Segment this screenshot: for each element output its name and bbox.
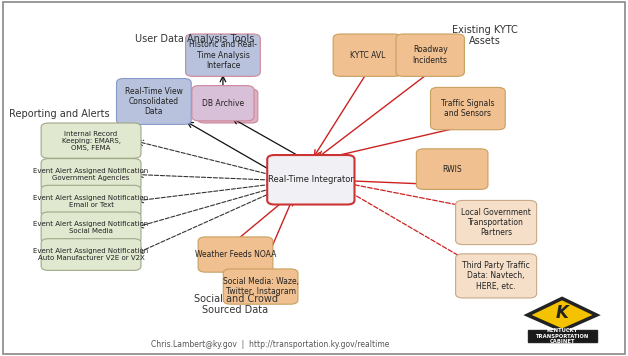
Text: KENTUCKY
TRANSPORTATION
CABINET: KENTUCKY TRANSPORTATION CABINET — [536, 328, 588, 344]
Text: Third Party Traffic
Data: Navtech,
HERE, etc.: Third Party Traffic Data: Navtech, HERE,… — [462, 261, 530, 291]
Text: Reporting and Alerts: Reporting and Alerts — [9, 109, 110, 119]
Text: Event Alert Assigned Notification
Auto Manufacturer V2E or V2X: Event Alert Assigned Notification Auto M… — [33, 248, 149, 261]
Text: Internal Record
Keeping: EMARS,
OMS, FEMA: Internal Record Keeping: EMARS, OMS, FEM… — [62, 131, 121, 151]
Text: Chris.Lambert@ky.gov  |  http://transportation.ky.gov/realtime: Chris.Lambert@ky.gov | http://transporta… — [151, 340, 389, 349]
Polygon shape — [528, 330, 597, 342]
Text: K: K — [556, 304, 568, 321]
Text: Roadway
Incidents: Roadway Incidents — [413, 46, 448, 65]
FancyBboxPatch shape — [224, 269, 298, 304]
FancyBboxPatch shape — [41, 123, 141, 158]
FancyBboxPatch shape — [431, 88, 505, 130]
Text: User Data Analysis Tools: User Data Analysis Tools — [135, 34, 254, 44]
FancyBboxPatch shape — [198, 237, 273, 272]
FancyBboxPatch shape — [268, 155, 355, 204]
Text: Event Alert Assigned Notification
Government Agencies: Event Alert Assigned Notification Govern… — [33, 168, 149, 181]
FancyBboxPatch shape — [186, 34, 260, 77]
Text: Event Alert Assigned Notification
Email or Text: Event Alert Assigned Notification Email … — [33, 195, 149, 208]
Text: Local Government
Transportation
Partners: Local Government Transportation Partners — [461, 208, 531, 237]
Text: Traffic Signals
and Sensors: Traffic Signals and Sensors — [441, 99, 495, 118]
Text: Social and Crowd
Sourced Data: Social and Crowd Sourced Data — [193, 294, 278, 315]
Text: Real-Time View
Consolidated
Data: Real-Time View Consolidated Data — [125, 87, 183, 116]
FancyBboxPatch shape — [456, 254, 536, 298]
Text: DB Archive: DB Archive — [202, 99, 244, 108]
FancyBboxPatch shape — [198, 89, 257, 123]
Text: KYTC AVL: KYTC AVL — [350, 51, 385, 60]
FancyBboxPatch shape — [41, 185, 141, 217]
FancyBboxPatch shape — [41, 212, 141, 244]
FancyBboxPatch shape — [456, 200, 536, 245]
FancyBboxPatch shape — [117, 79, 191, 125]
Text: Weather Feeds NOAA: Weather Feeds NOAA — [195, 250, 276, 259]
FancyBboxPatch shape — [192, 86, 254, 121]
Text: Real-Time Integrator: Real-Time Integrator — [268, 175, 354, 184]
Text: RWIS: RWIS — [442, 164, 462, 174]
Text: Historic and Real-
Time Analysis
Interface: Historic and Real- Time Analysis Interfa… — [189, 40, 257, 70]
Text: Existing KYTC
Assets: Existing KYTC Assets — [452, 25, 518, 46]
FancyBboxPatch shape — [41, 239, 141, 271]
FancyBboxPatch shape — [333, 34, 402, 77]
Text: Social Media: Waze,
Twitter, Instagram: Social Media: Waze, Twitter, Instagram — [222, 277, 299, 296]
Polygon shape — [528, 298, 597, 330]
FancyBboxPatch shape — [41, 159, 141, 190]
FancyBboxPatch shape — [396, 34, 465, 77]
FancyBboxPatch shape — [416, 149, 488, 189]
Text: Event Alert Assigned Notification
Social Media: Event Alert Assigned Notification Social… — [33, 221, 149, 234]
FancyBboxPatch shape — [3, 2, 625, 354]
